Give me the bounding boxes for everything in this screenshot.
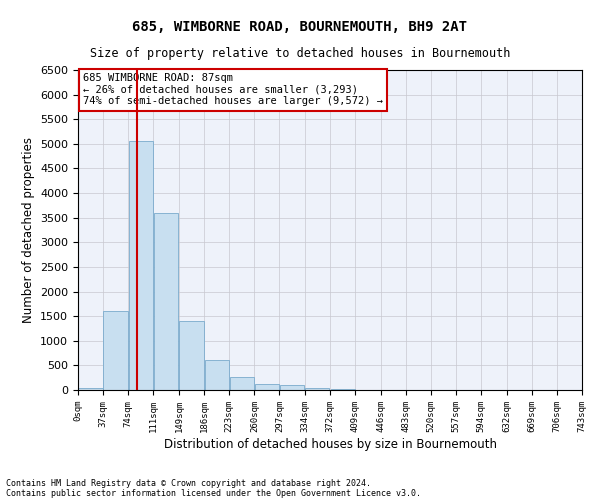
Bar — [103, 311, 128, 390]
X-axis label: Distribution of detached houses by size in Bournemouth: Distribution of detached houses by size … — [163, 438, 497, 450]
Bar — [305, 388, 329, 390]
Text: Contains public sector information licensed under the Open Government Licence v3: Contains public sector information licen… — [6, 488, 421, 498]
Bar — [154, 213, 178, 390]
Text: Contains HM Land Registry data © Crown copyright and database right 2024.: Contains HM Land Registry data © Crown c… — [6, 478, 371, 488]
Bar — [128, 142, 153, 390]
Bar — [230, 376, 254, 390]
Bar — [331, 388, 355, 390]
Text: 685, WIMBORNE ROAD, BOURNEMOUTH, BH9 2AT: 685, WIMBORNE ROAD, BOURNEMOUTH, BH9 2AT — [133, 20, 467, 34]
Bar — [280, 385, 304, 390]
Text: 685 WIMBORNE ROAD: 87sqm
← 26% of detached houses are smaller (3,293)
74% of sem: 685 WIMBORNE ROAD: 87sqm ← 26% of detach… — [83, 73, 383, 106]
Bar — [255, 384, 279, 390]
Bar — [179, 321, 204, 390]
Bar — [79, 388, 103, 390]
Text: Size of property relative to detached houses in Bournemouth: Size of property relative to detached ho… — [90, 48, 510, 60]
Y-axis label: Number of detached properties: Number of detached properties — [22, 137, 35, 323]
Bar — [205, 360, 229, 390]
